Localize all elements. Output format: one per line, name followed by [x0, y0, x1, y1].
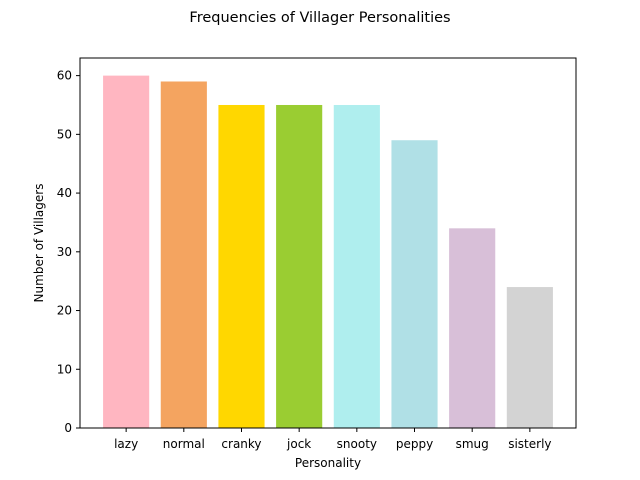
x-tick-label: cranky	[221, 437, 261, 451]
y-tick-label: 20	[57, 304, 72, 318]
x-tick-label: sisterly	[508, 437, 551, 451]
bar-sisterly	[506, 287, 553, 428]
bar-smug	[449, 228, 496, 428]
y-tick-label: 10	[57, 362, 72, 376]
bar-cranky	[218, 104, 265, 428]
bar-snooty	[333, 104, 380, 428]
bars-group	[103, 75, 553, 428]
chart-title: Frequencies of Villager Personalities	[189, 10, 450, 26]
x-axis-ticks: lazy normal cranky jock snooty peppy smug siste…	[114, 428, 552, 451]
x-tick-label: snooty	[337, 437, 377, 451]
y-tick-label: 60	[57, 69, 72, 83]
y-axis-label: Number of Villagers	[32, 184, 46, 303]
y-axis-ticks: 0 10 20 30 40 50 60	[57, 69, 80, 435]
x-axis-label: Personality	[295, 456, 361, 470]
plot-area-frame	[79, 57, 577, 429]
bar-peppy	[391, 140, 438, 428]
y-tick-label: 50	[57, 127, 72, 141]
bar-normal	[160, 81, 207, 428]
y-tick-label: 40	[57, 186, 72, 200]
x-tick-label: smug	[456, 437, 489, 451]
y-tick-label: 0	[64, 421, 72, 435]
x-tick-label: normal	[163, 437, 205, 451]
x-tick-label: peppy	[396, 437, 433, 451]
bar-lazy	[103, 75, 150, 428]
x-tick-label: jock	[286, 437, 311, 451]
x-tick-label: lazy	[114, 437, 138, 451]
y-tick-label: 30	[57, 245, 72, 259]
bar-jock	[276, 104, 323, 428]
